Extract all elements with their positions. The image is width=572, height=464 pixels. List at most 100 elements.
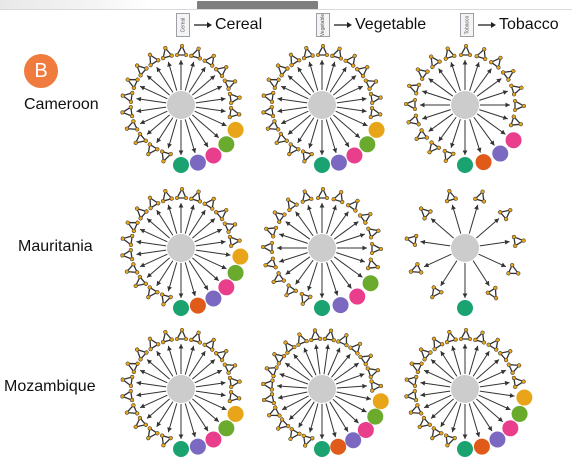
motif-edges [367, 227, 380, 239]
motif-node [416, 82, 422, 87]
motif-node [368, 115, 373, 120]
motif-node [336, 339, 341, 344]
motif-node [276, 271, 281, 276]
motif-node [429, 140, 434, 145]
motif-node [169, 53, 174, 58]
motif-node [138, 73, 143, 78]
triangle-motif [430, 426, 444, 441]
triangle-motif [489, 55, 503, 70]
product-node [189, 297, 206, 314]
row-label-mozambique: Mozambique [4, 378, 96, 395]
edge-arrowhead [308, 143, 313, 149]
motif-edges [126, 78, 139, 90]
horizontal-scrollbar-thumb[interactable] [197, 1, 318, 10]
network-edge [136, 98, 167, 104]
network-edge [473, 116, 495, 146]
edge-arrowhead [509, 393, 515, 398]
product-node [314, 441, 330, 457]
network-edge [167, 262, 178, 292]
triangle-motif [473, 189, 486, 204]
motif-node [403, 101, 409, 107]
motif-node [135, 206, 140, 211]
motif-node [144, 350, 149, 355]
triangle-motif [146, 285, 160, 300]
triangle-motif [272, 210, 287, 224]
network-edge [451, 345, 462, 375]
motif-node [443, 56, 448, 61]
motif-edges [474, 190, 485, 203]
motif-node [261, 397, 267, 403]
product-node [314, 157, 330, 173]
edge-arrowhead [451, 427, 456, 433]
triangle-motif [511, 234, 526, 248]
motif-node [498, 210, 503, 215]
motif-node [368, 212, 373, 217]
network-edge [279, 252, 308, 263]
triangle-motif [124, 262, 140, 275]
network-edge [285, 256, 311, 275]
motif-node [369, 250, 375, 256]
edge-arrowhead [341, 67, 347, 73]
network-edge [335, 373, 365, 385]
motif-edges [431, 427, 443, 440]
arrow-right-icon [194, 22, 212, 28]
network-edge [476, 218, 500, 239]
triangle-motif [369, 241, 384, 256]
motif-edges [285, 284, 298, 297]
motif-node [407, 83, 412, 88]
triangle-motif [445, 330, 458, 345]
motif-edges [229, 376, 241, 388]
network-edge [167, 403, 178, 433]
motif-node [229, 100, 234, 105]
motif-edges [459, 328, 472, 340]
edge-arrowhead [303, 347, 309, 353]
motif-edges [149, 196, 160, 210]
edge-arrowhead [353, 221, 359, 227]
motif-edges [261, 379, 274, 391]
network-edge [468, 403, 480, 438]
motif-node [285, 350, 290, 355]
motif-node [137, 274, 142, 280]
motif-node [429, 54, 434, 59]
edge-arrowhead [136, 380, 142, 386]
motif-node [337, 46, 342, 51]
edge-arrowhead [216, 228, 222, 234]
motif-node [272, 210, 277, 215]
motif-edges [405, 376, 418, 388]
motif-edges [288, 143, 300, 156]
motif-node [271, 373, 276, 379]
edge-arrowhead [359, 258, 365, 263]
motif-node [131, 119, 136, 124]
network-edge [332, 398, 359, 424]
motif-node [237, 238, 242, 243]
edge-arrowhead [484, 351, 490, 357]
network-edge [281, 395, 309, 411]
edge-arrowhead [146, 359, 152, 365]
motif-edges [136, 64, 148, 77]
edge-arrowhead [474, 204, 479, 210]
motif-node [445, 443, 450, 448]
motif-node [512, 92, 517, 97]
motif-node [318, 336, 323, 341]
motif-edges [175, 187, 188, 199]
network-edge [194, 110, 227, 127]
network-edge [280, 85, 309, 100]
product-node [173, 441, 189, 457]
motif-node [197, 340, 202, 345]
hub-node [167, 375, 195, 403]
triangle-motif [409, 361, 424, 374]
motif-node [227, 115, 232, 120]
edge-arrowhead [440, 280, 446, 286]
triangle-motif [283, 340, 297, 355]
motif-node [324, 195, 330, 201]
motif-node [227, 91, 232, 96]
triangle-motif [408, 262, 424, 275]
motif-node [430, 295, 435, 300]
edge-arrowhead [361, 407, 367, 413]
motif-node [301, 433, 306, 438]
network-edge [307, 205, 318, 234]
motif-node [189, 196, 194, 201]
edge-arrowhead [440, 351, 446, 357]
star-network-2-0 [120, 327, 244, 457]
edge-arrowhead [210, 218, 216, 224]
